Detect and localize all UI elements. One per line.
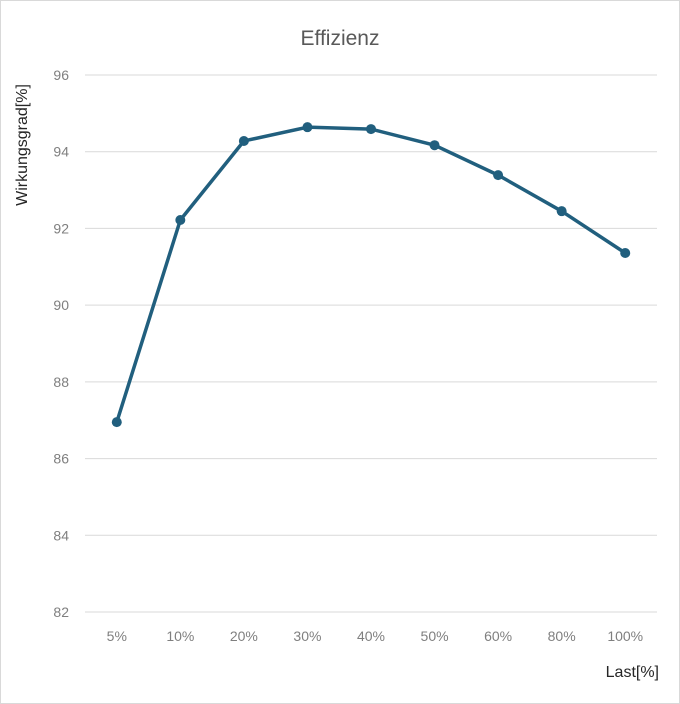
y-tick-label: 92: [53, 220, 69, 236]
data-point[interactable]: [366, 124, 376, 135]
y-tick-label: 94: [53, 144, 69, 160]
chart-title: Effizienz: [301, 27, 380, 50]
data-point[interactable]: [175, 214, 186, 225]
data-point[interactable]: [429, 140, 440, 151]
x-axis-ticks: 5% 10% 20% 30% 40% 50% 60% 80% 100%: [107, 628, 643, 644]
x-tick-label: 60%: [484, 628, 512, 644]
data-point[interactable]: [493, 170, 504, 181]
x-axis-label: Last[%]: [606, 664, 659, 681]
x-tick-label: 30%: [293, 628, 321, 644]
y-tick-label: 82: [53, 604, 69, 620]
y-axis-label: Wirkungsgrad[%]: [14, 84, 31, 206]
data-point[interactable]: [238, 135, 249, 146]
series-line: [115, 125, 627, 424]
data-point[interactable]: [111, 417, 122, 428]
x-tick-label: 100%: [607, 628, 643, 644]
data-point[interactable]: [620, 247, 631, 258]
x-tick-label: 80%: [548, 628, 576, 644]
data-point[interactable]: [556, 206, 567, 217]
x-tick-label: 10%: [166, 628, 194, 644]
series-layer: [111, 122, 631, 428]
y-tick-label: 90: [53, 297, 69, 313]
x-tick-label: 20%: [230, 628, 258, 644]
y-tick-label: 86: [53, 451, 69, 467]
x-tick-label: 40%: [357, 628, 385, 644]
gridlines: [85, 74, 657, 613]
x-tick-label: 5%: [107, 628, 127, 644]
y-tick-label: 96: [53, 67, 69, 83]
y-axis-ticks: 82 84 86 88 90 92 94 96: [53, 67, 69, 620]
x-tick-label: 50%: [421, 628, 449, 644]
y-tick-label: 84: [53, 527, 69, 543]
data-point[interactable]: [302, 122, 313, 133]
y-tick-label: 88: [53, 374, 69, 390]
